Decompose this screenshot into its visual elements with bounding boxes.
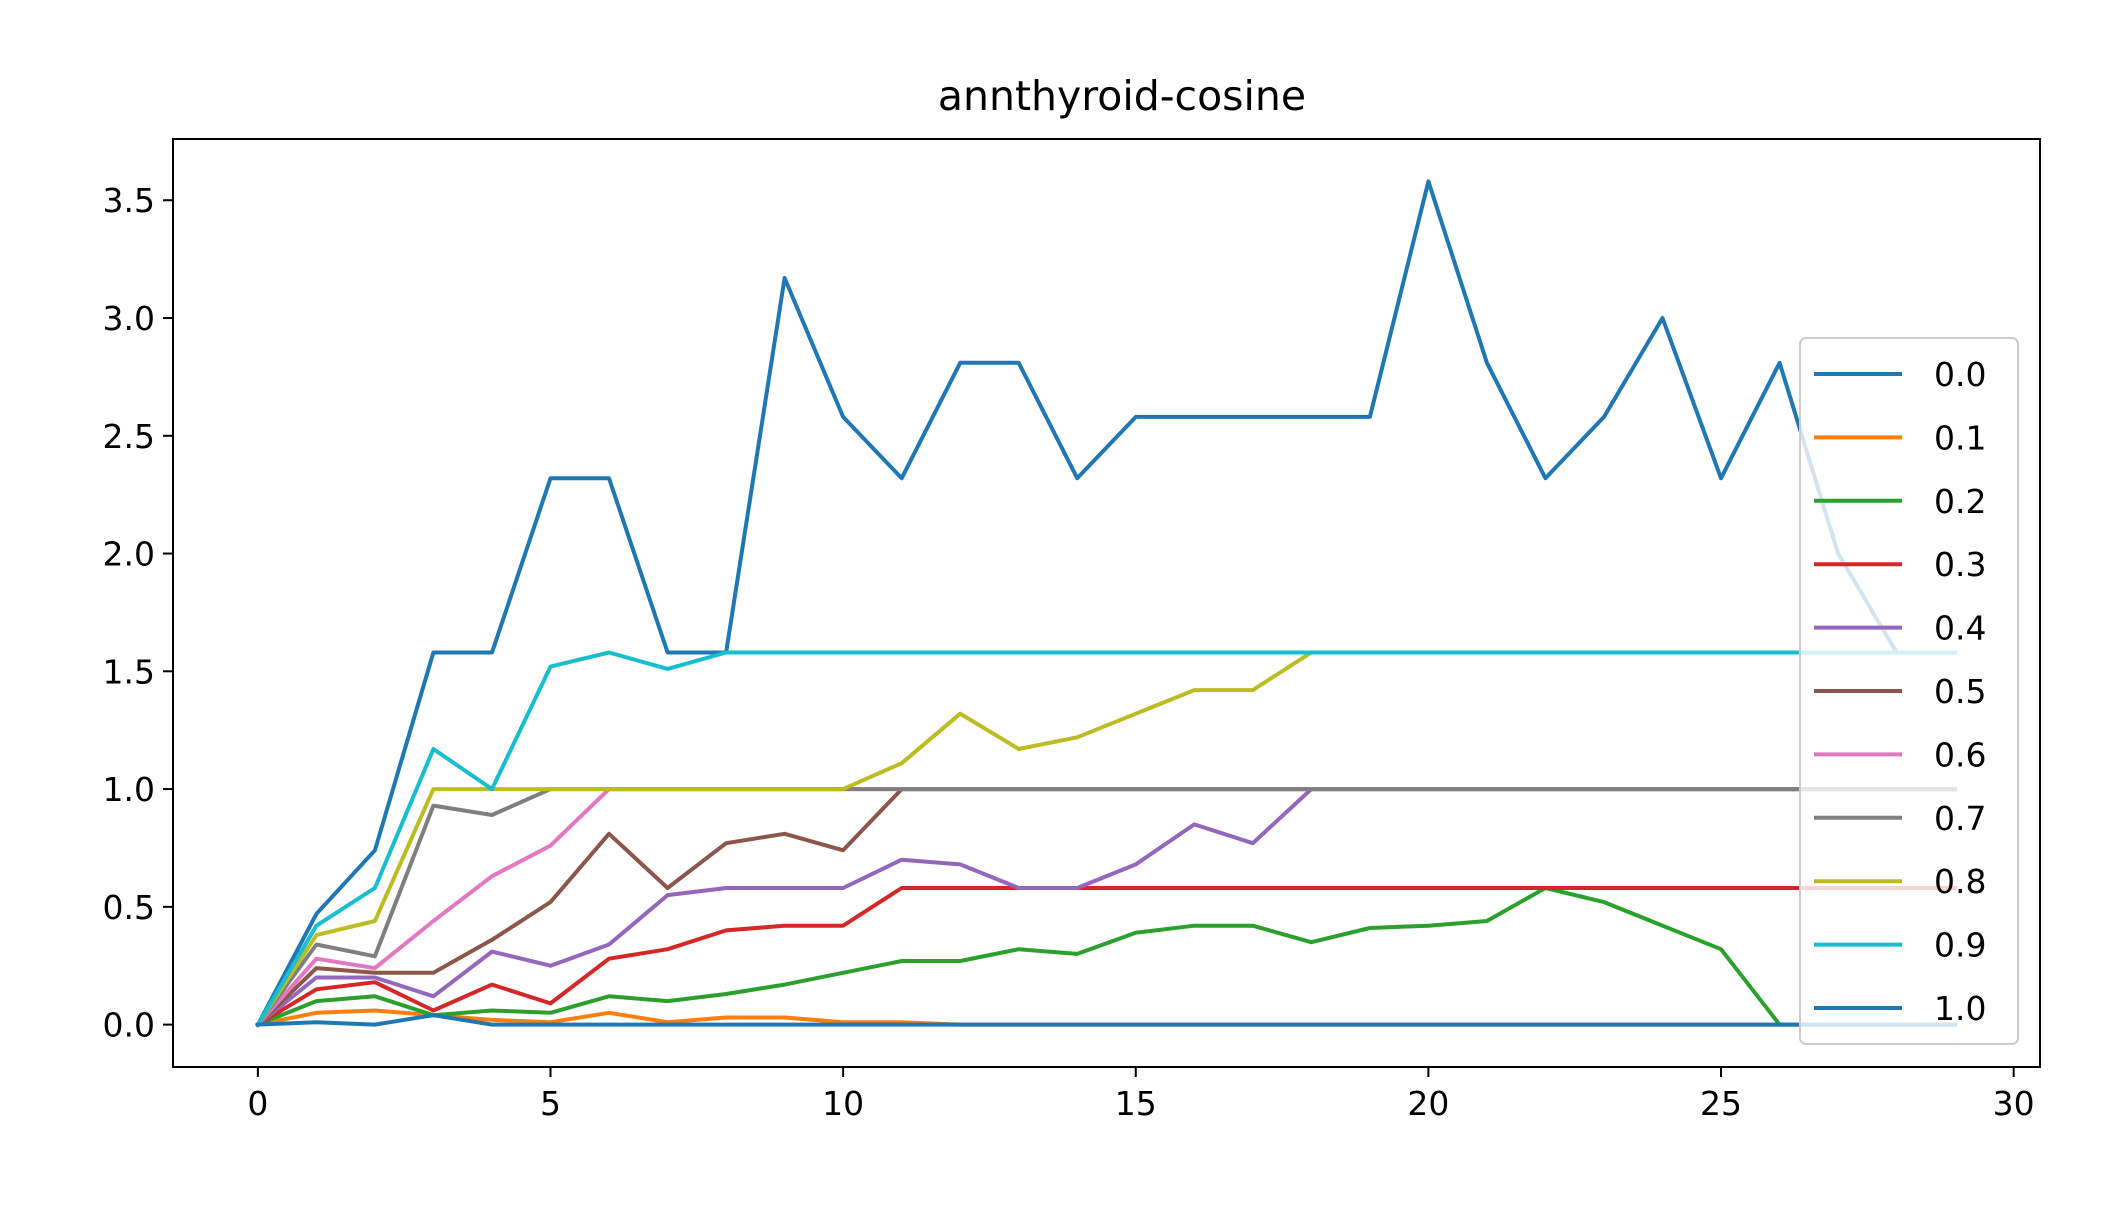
x-tick-label: 0	[247, 1084, 268, 1123]
x-axis: 0 5 10 15 20 25 30	[247, 1067, 2035, 1123]
legend-label: 0.8	[1934, 862, 1986, 901]
plot-frame	[172, 138, 2041, 1068]
legend-label: 0.2	[1934, 482, 1986, 521]
legend-label: 0.4	[1934, 609, 1986, 648]
series-line-0.7	[255, 787, 1958, 1028]
legend-label: 0.9	[1934, 926, 1986, 965]
y-tick-label: 3.0	[103, 299, 155, 338]
series-line-0.0	[255, 179, 1958, 1028]
y-tick-label: 1.0	[103, 770, 155, 809]
series-line-0.2	[255, 886, 1958, 1028]
y-tick-label: 0.5	[103, 888, 155, 927]
series-layer	[255, 179, 1958, 1028]
legend-label: 0.6	[1934, 735, 1986, 774]
legend-label: 0.5	[1934, 672, 1986, 711]
x-tick-label: 15	[1115, 1084, 1157, 1123]
y-tick-label: 2.0	[103, 535, 155, 574]
x-tick-label: 5	[540, 1084, 561, 1123]
series-line-1.0	[255, 1013, 1958, 1027]
series-line-0.8	[255, 650, 1958, 1028]
x-tick-label: 30	[1993, 1084, 2035, 1123]
series-line-0.3	[255, 886, 1958, 1028]
legend-label: 1.0	[1934, 989, 1986, 1028]
legend-label: 0.1	[1934, 418, 1986, 457]
legend-label: 0.0	[1934, 355, 1986, 394]
x-tick-label: 25	[1700, 1084, 1742, 1123]
y-tick-label: 0.0	[103, 1006, 155, 1045]
legend-label: 0.7	[1934, 799, 1986, 838]
legend-label: 0.3	[1934, 545, 1986, 584]
y-tick-label: 3.5	[103, 181, 155, 220]
x-tick-label: 10	[822, 1084, 864, 1123]
axes-frame	[172, 138, 2041, 1068]
y-tick-label: 1.5	[103, 652, 155, 691]
series-line-0.9	[255, 650, 1958, 1028]
chart-title: annthyroid-cosine	[938, 72, 1306, 120]
y-axis: 0.0 0.5 1.0 1.5 2.0 2.5 3.0 3.5	[103, 181, 173, 1045]
y-tick-label: 2.5	[103, 417, 155, 456]
legend-box	[1799, 337, 2019, 1045]
legend: 0.0 0.1 0.2 0.3 0.4 0.5 0.6 0.7 0.8 0.9 1.0	[1799, 337, 2019, 1045]
x-tick-label: 20	[1407, 1084, 1449, 1123]
